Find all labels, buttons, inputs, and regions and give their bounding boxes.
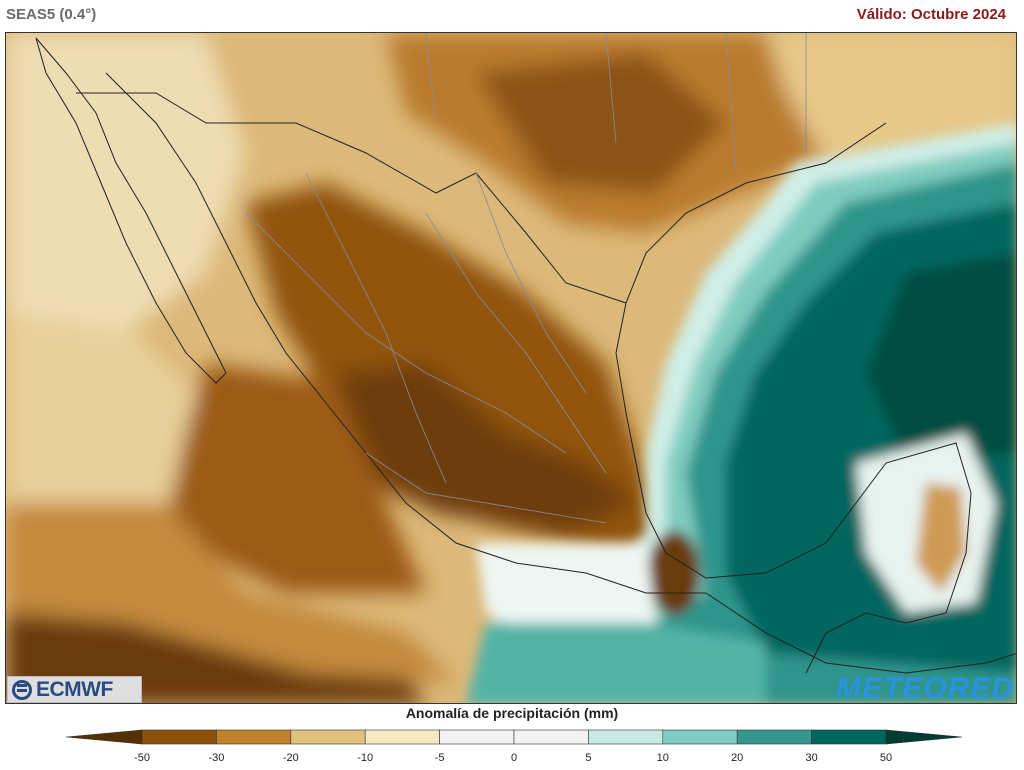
pacific-tan-south <box>6 503 456 683</box>
colorbar-tick-label: 0 <box>510 752 518 764</box>
colorbar-segment <box>811 729 887 745</box>
colorbar-segment <box>736 729 812 745</box>
model-label: SEAS5 (0.4°) <box>6 6 97 23</box>
colorbar-segment <box>662 729 738 745</box>
pacific-mid-brown <box>166 363 426 593</box>
colorbar-segment <box>141 729 217 745</box>
state-border-3 <box>425 212 607 474</box>
gulf-wet-anomaly <box>466 123 1016 703</box>
us-mexico-border <box>76 92 627 304</box>
state-border-5 <box>475 172 587 394</box>
colorbar-tick-label: 5 <box>585 752 592 764</box>
colorbar-tick-label: -10 <box>357 752 374 764</box>
sierra-madre-darkest <box>336 363 636 533</box>
colorbar-segment <box>364 729 440 745</box>
state-border-2 <box>305 172 447 484</box>
central-america-coast <box>705 592 1016 674</box>
colorbar-segment <box>216 729 292 745</box>
us-state-borders <box>425 33 807 174</box>
veracruz-dark-spot <box>648 531 700 615</box>
colorbar-segment <box>513 729 589 745</box>
valid-date-label: Válido: Octubre 2024 <box>856 6 1006 23</box>
pale-region-northwest <box>6 33 246 353</box>
colorbar-tick-label: -5 <box>434 752 445 764</box>
colorbar-tick-label: 30 <box>805 752 818 764</box>
precipitation-anomaly-map <box>5 32 1017 704</box>
yucatan-brown-spot <box>916 483 966 593</box>
legend-title: Anomalía de precipitación (mm) <box>405 705 619 721</box>
ecmwf-logo-text: ECMWF <box>36 677 113 701</box>
state-borders <box>245 33 807 524</box>
colorbar-segment <box>290 729 366 745</box>
colorbar-tick-label: 10 <box>656 752 669 764</box>
colorbar <box>65 729 963 745</box>
pacific-coast-pale-strip <box>476 543 656 643</box>
colorbar-segment <box>439 729 515 745</box>
colorbar-extend-low <box>65 729 143 745</box>
colorbar-tick-label: 50 <box>879 752 893 764</box>
colorbar-tick-label: -20 <box>282 752 299 764</box>
gulf-core-darkest <box>866 253 1016 463</box>
meteored-logo: METEORED <box>835 672 1014 705</box>
mainland-pacific-coast <box>105 72 706 594</box>
pacific-coast-teal-strip <box>466 623 766 703</box>
coastlines <box>35 37 1016 674</box>
colorbar-tick-label: -30 <box>208 752 225 764</box>
colorbar-tick-label: -50 <box>134 752 150 764</box>
colorbar-tick-label: 20 <box>731 752 744 764</box>
state-border-1 <box>245 212 567 454</box>
ecmwf-logo: ECMWF <box>7 676 142 703</box>
colorbar-extend-high <box>885 729 963 745</box>
map-svg <box>6 33 1016 703</box>
dark-brown-texas-core <box>476 53 726 193</box>
pale-pacific-band <box>6 313 196 503</box>
colorbar-segment <box>588 729 664 745</box>
pale-region-us-southeast <box>766 33 1016 163</box>
state-border-4 <box>365 452 607 524</box>
gulf-coast <box>615 122 972 674</box>
baja-california-coast <box>35 37 227 384</box>
ecmwf-emblem-icon <box>12 679 32 700</box>
header: SEAS5 (0.4°) Válido: Octubre 2024 <box>0 0 1024 32</box>
anomaly-field <box>6 33 1016 703</box>
